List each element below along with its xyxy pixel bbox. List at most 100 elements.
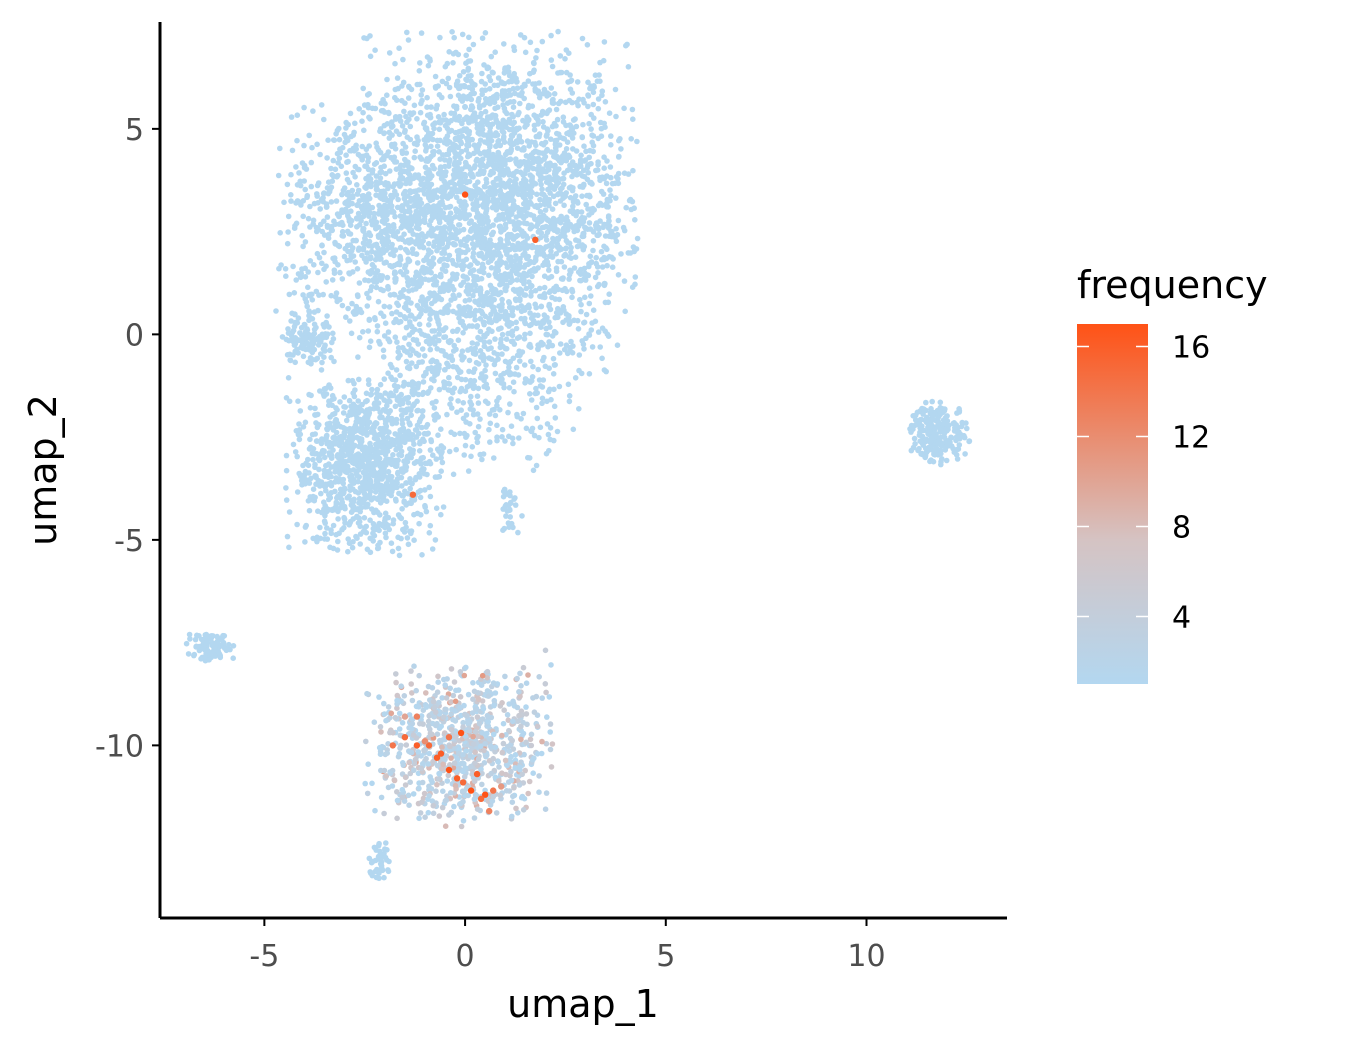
data-point xyxy=(477,287,484,293)
data-point xyxy=(506,79,512,85)
data-point xyxy=(450,328,456,335)
data-point xyxy=(447,93,454,100)
data-point xyxy=(579,193,585,199)
data-point xyxy=(302,328,309,335)
data-point xyxy=(373,224,379,230)
data-point xyxy=(347,318,353,324)
data-point xyxy=(556,383,563,390)
data-point xyxy=(506,299,512,305)
data-point xyxy=(407,528,413,535)
data-point xyxy=(336,125,342,132)
data-point xyxy=(436,337,442,344)
data-point xyxy=(485,64,491,70)
data-point xyxy=(497,171,504,178)
data-point xyxy=(441,111,447,118)
data-point xyxy=(439,117,446,123)
data-point xyxy=(400,383,407,389)
data-point xyxy=(492,49,499,55)
data-point xyxy=(373,183,380,189)
data-point xyxy=(490,222,497,228)
data-point xyxy=(395,355,402,361)
data-point xyxy=(526,143,532,149)
data-point xyxy=(419,231,425,237)
data-point xyxy=(333,405,339,411)
data-point xyxy=(435,114,442,120)
data-point xyxy=(405,258,412,265)
data-point xyxy=(594,264,601,270)
data-point xyxy=(441,157,448,163)
data-point xyxy=(393,275,399,282)
data-point xyxy=(312,412,319,418)
data-point xyxy=(398,407,405,413)
data-point xyxy=(486,426,492,433)
data-point xyxy=(341,131,348,138)
data-point xyxy=(533,320,539,327)
data-point xyxy=(542,139,549,146)
data-point xyxy=(498,241,504,247)
data-point xyxy=(448,234,454,241)
data-point xyxy=(460,258,467,265)
data-point xyxy=(511,140,518,147)
data-point xyxy=(434,137,441,144)
data-point xyxy=(495,137,502,144)
data-point xyxy=(511,202,517,208)
data-point xyxy=(525,78,532,84)
data-point xyxy=(408,165,414,171)
data-point xyxy=(327,452,333,458)
data-point xyxy=(581,346,587,352)
data-point xyxy=(522,250,528,256)
data-point xyxy=(336,155,343,162)
data-point xyxy=(482,367,488,374)
data-point xyxy=(504,110,510,117)
data-point xyxy=(474,234,480,241)
data-point xyxy=(563,245,569,252)
data-point xyxy=(323,391,330,397)
data-point xyxy=(501,41,507,47)
data-point xyxy=(458,155,464,162)
data-point xyxy=(382,420,389,427)
data-point xyxy=(527,341,533,348)
data-point xyxy=(603,245,609,251)
data-point xyxy=(408,213,414,220)
data-point xyxy=(442,352,449,359)
data-point xyxy=(550,215,557,222)
data-point xyxy=(511,119,517,126)
data-point xyxy=(446,252,453,259)
data-point xyxy=(491,406,497,413)
data-point xyxy=(453,346,459,353)
data-point xyxy=(315,307,321,314)
data-point xyxy=(342,404,349,410)
data-point xyxy=(532,287,539,294)
data-point xyxy=(517,358,523,364)
data-point xyxy=(501,370,507,377)
data-point xyxy=(441,178,448,185)
data-point xyxy=(394,476,401,482)
data-point xyxy=(424,94,430,101)
data-point xyxy=(516,334,523,340)
data-point xyxy=(488,191,495,198)
data-point xyxy=(506,255,512,262)
data-point xyxy=(462,442,469,449)
data-point xyxy=(453,446,460,453)
data-point xyxy=(453,236,460,242)
data-point xyxy=(283,395,290,401)
data-point xyxy=(408,412,415,419)
data-point xyxy=(613,195,619,201)
data-point xyxy=(384,274,391,281)
data-point xyxy=(364,290,370,297)
data-point xyxy=(393,367,400,373)
data-point xyxy=(427,290,433,296)
data-point xyxy=(366,456,373,462)
data-point xyxy=(594,167,601,173)
data-point xyxy=(574,243,581,250)
data-point xyxy=(494,132,501,138)
data-point xyxy=(348,330,355,337)
data-point xyxy=(576,406,582,412)
data-point xyxy=(475,385,482,392)
data-point xyxy=(604,158,610,164)
data-point xyxy=(498,307,504,314)
data-point xyxy=(360,85,367,92)
data-point xyxy=(498,191,505,197)
data-point xyxy=(360,499,367,506)
data-point xyxy=(381,303,388,310)
